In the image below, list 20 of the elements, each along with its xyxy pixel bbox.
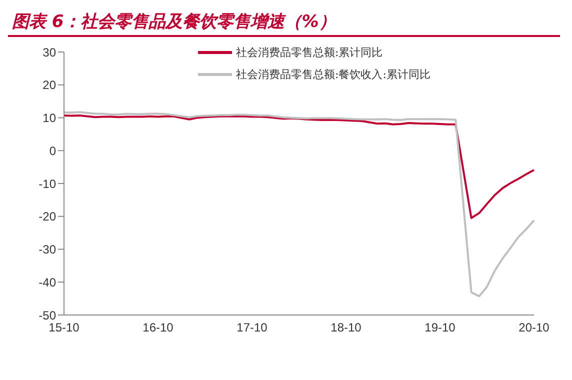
y-tick-label: 10: [42, 111, 56, 126]
chart-title: 图表 6：社会零售品及餐饮零售增速（%）: [11, 11, 337, 34]
y-tick-label: 30: [42, 45, 56, 60]
x-tick-label: 18-10: [330, 320, 362, 335]
y-tick-label: -50: [38, 308, 56, 322]
x-tick-label: 20-10: [518, 320, 550, 335]
legend-label: 社会消费品零售总额:餐饮收入:累计同比: [236, 66, 430, 82]
y-tick-label: -10: [38, 176, 56, 191]
legend-label: 社会消费品零售总额:累计同比: [236, 44, 383, 60]
x-tick-label: 17-10: [236, 320, 268, 335]
x-tick-label: 15-10: [48, 320, 80, 335]
y-tick-label: -30: [38, 242, 56, 257]
y-tick-label: -20: [38, 210, 56, 224]
x-tick-label: 16-10: [142, 320, 174, 335]
y-tick-label: 0: [49, 144, 56, 158]
x-tick-label: 19-10: [424, 320, 456, 335]
y-tick-label: 20: [42, 78, 56, 92]
line-series: [63, 111, 535, 298]
y-tick-label: -40: [38, 275, 56, 290]
line-series: [63, 114, 535, 220]
